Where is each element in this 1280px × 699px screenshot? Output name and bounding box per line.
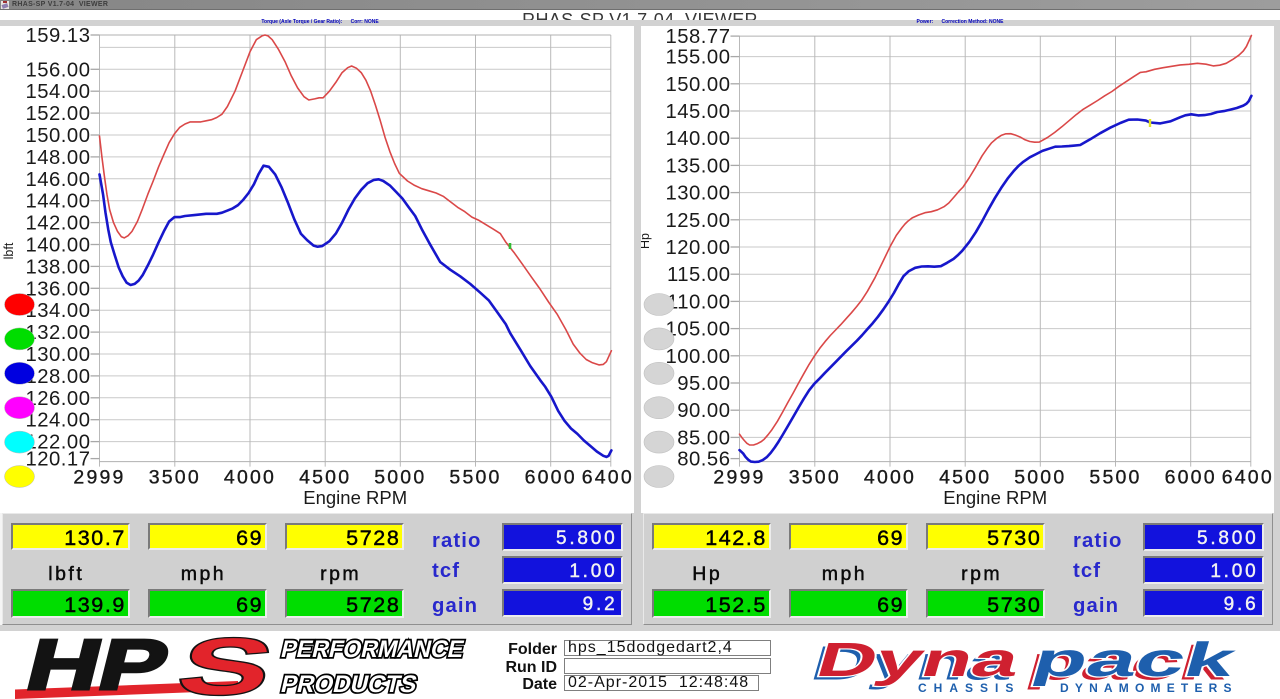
svg-text:146.00: 146.00 <box>25 169 90 191</box>
svg-text:148.00: 148.00 <box>25 147 90 169</box>
svg-text:5000: 5000 <box>1014 467 1066 489</box>
svg-text:120.00: 120.00 <box>665 237 730 259</box>
svg-text:155.00: 155.00 <box>665 47 730 69</box>
svg-text:120.17: 120.17 <box>25 449 90 471</box>
svg-text:150.00: 150.00 <box>665 74 730 96</box>
svg-text:130.00: 130.00 <box>665 183 730 205</box>
svg-text:5500: 5500 <box>449 467 501 489</box>
svg-text:136.00: 136.00 <box>25 278 90 300</box>
svg-text:pack: pack <box>1027 634 1244 687</box>
svg-text:110.00: 110.00 <box>667 291 731 313</box>
svg-text:156.00: 156.00 <box>25 59 90 81</box>
svg-text:5000: 5000 <box>374 467 426 489</box>
svg-text:125.00: 125.00 <box>665 210 730 232</box>
svg-text:126.00: 126.00 <box>25 388 90 410</box>
svg-text:95.00: 95.00 <box>677 373 730 395</box>
svg-text:6400: 6400 <box>1222 467 1274 489</box>
svg-text:Engine RPM: Engine RPM <box>943 487 1047 508</box>
svg-text:pack: pack <box>1021 637 1238 690</box>
svg-text:PERFORMANCE: PERFORMANCE <box>278 636 466 663</box>
svg-text:6000: 6000 <box>525 467 577 489</box>
svg-text:159.13: 159.13 <box>25 26 90 47</box>
svg-text:138.00: 138.00 <box>25 256 90 278</box>
svg-text:115.00: 115.00 <box>667 264 731 286</box>
svg-text:100.00: 100.00 <box>665 346 730 368</box>
svg-text:HP: HP <box>19 626 177 699</box>
svg-text:4000: 4000 <box>864 467 916 489</box>
svg-text:144.00: 144.00 <box>25 191 90 213</box>
svg-text:Dyna: Dyna <box>811 634 1027 687</box>
svg-text:152.00: 152.00 <box>25 103 90 125</box>
svg-text:80.56: 80.56 <box>677 449 730 471</box>
svg-text:145.00: 145.00 <box>665 101 730 123</box>
svg-text:134.00: 134.00 <box>25 300 90 322</box>
svg-text:122.00: 122.00 <box>25 432 90 454</box>
svg-text:135.00: 135.00 <box>665 155 730 177</box>
svg-text:85.00: 85.00 <box>677 427 730 449</box>
svg-text:4500: 4500 <box>939 467 991 489</box>
svg-text:4500: 4500 <box>299 467 351 489</box>
svg-text:158.77: 158.77 <box>665 26 730 48</box>
svg-text:S: S <box>170 626 282 699</box>
svg-text:132.00: 132.00 <box>25 322 90 344</box>
svg-text:6000: 6000 <box>1165 467 1217 489</box>
svg-text:150.00: 150.00 <box>25 125 90 147</box>
svg-text:Hp: Hp <box>641 233 652 249</box>
svg-text:128.00: 128.00 <box>25 366 90 388</box>
svg-text:Engine RPM: Engine RPM <box>303 487 407 508</box>
svg-text:3500: 3500 <box>789 467 841 489</box>
svg-text:2999: 2999 <box>713 467 765 489</box>
svg-text:154.00: 154.00 <box>25 81 90 103</box>
svg-text:3500: 3500 <box>149 467 201 489</box>
svg-text:140.00: 140.00 <box>665 128 730 150</box>
svg-text:5500: 5500 <box>1089 467 1141 489</box>
svg-text:105.00: 105.00 <box>665 319 730 341</box>
svg-text:90.00: 90.00 <box>677 400 730 422</box>
svg-text:124.00: 124.00 <box>25 410 90 432</box>
svg-text:130.00: 130.00 <box>25 344 90 366</box>
svg-text:6400: 6400 <box>582 467 634 489</box>
svg-text:PRODUCTS: PRODUCTS <box>278 671 419 698</box>
svg-text:142.00: 142.00 <box>25 213 90 235</box>
svg-text:lbft: lbft <box>3 242 16 259</box>
svg-text:4000: 4000 <box>224 467 276 489</box>
svg-text:Dyna: Dyna <box>805 637 1021 690</box>
svg-text:140.00: 140.00 <box>25 235 90 257</box>
svg-text:2999: 2999 <box>73 467 125 489</box>
